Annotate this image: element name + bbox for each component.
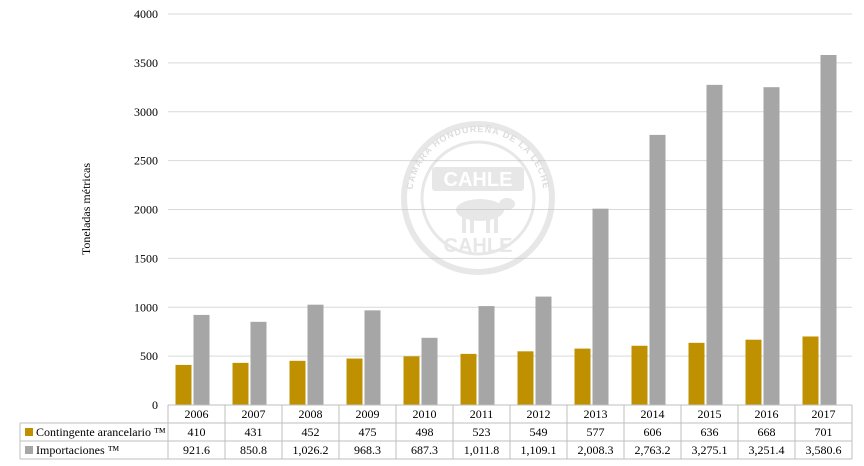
legend-entry: Contingente arancelario ™ bbox=[36, 425, 166, 439]
cow-icon bbox=[456, 198, 515, 233]
y-tick-label: 1500 bbox=[134, 251, 158, 265]
bar-contingente-2016 bbox=[745, 339, 762, 405]
data-label: 3,251.4 bbox=[749, 443, 785, 457]
x-tick-label: 2008 bbox=[299, 407, 323, 421]
bar-contingente-2013 bbox=[574, 348, 591, 405]
bar-contingente-2006 bbox=[175, 364, 192, 405]
data-label: 1,026.2 bbox=[293, 443, 329, 457]
bar-importaciones-2007 bbox=[250, 321, 267, 405]
data-label: 452 bbox=[302, 425, 320, 439]
bar-importaciones-2016 bbox=[763, 87, 780, 405]
bar-contingente-2012 bbox=[517, 351, 534, 405]
y-tick-label: 0 bbox=[152, 398, 158, 412]
watermark-logo-text: CAHLE bbox=[444, 169, 513, 191]
data-label: 2,763.2 bbox=[635, 443, 671, 457]
data-table: 2006 2007 2008 2009 2010 2011 2012 2013 2014 2015… bbox=[19, 404, 853, 460]
data-label: 668 bbox=[758, 425, 776, 439]
bar-contingente-2015 bbox=[688, 342, 705, 405]
y-tick-label: 2000 bbox=[134, 203, 158, 217]
bar-contingente-2008 bbox=[289, 360, 306, 405]
y-tick-label: 1000 bbox=[134, 300, 158, 314]
legend-swatch bbox=[25, 428, 33, 436]
data-label: 687.3 bbox=[411, 443, 438, 457]
bar-importaciones-2012 bbox=[535, 296, 552, 405]
data-label: 577 bbox=[587, 425, 605, 439]
data-label: 410 bbox=[188, 425, 206, 439]
data-label: 701 bbox=[815, 425, 833, 439]
x-tick-label: 2016 bbox=[755, 407, 779, 421]
y-tick-label: 2500 bbox=[134, 154, 158, 168]
data-label: 850.8 bbox=[240, 443, 267, 457]
data-label: 498 bbox=[416, 425, 434, 439]
y-tick-label: 4000 bbox=[134, 7, 158, 21]
bar-contingente-2011 bbox=[460, 353, 477, 405]
x-tick-label: 2017 bbox=[812, 407, 836, 421]
bar-importaciones-2010 bbox=[421, 337, 438, 405]
bar-importaciones-2013 bbox=[592, 208, 609, 405]
data-label: 1,109.1 bbox=[521, 443, 557, 457]
bar-contingente-2014 bbox=[631, 345, 648, 405]
data-label: 431 bbox=[245, 425, 263, 439]
bar-importaciones-2008 bbox=[307, 304, 324, 405]
bar-contingente-2007 bbox=[232, 362, 249, 405]
data-label: 523 bbox=[473, 425, 491, 439]
y-tick-label: 500 bbox=[140, 349, 158, 363]
gridlines bbox=[168, 13, 852, 357]
x-tick-label: 2010 bbox=[413, 407, 437, 421]
x-tick-label: 2015 bbox=[698, 407, 722, 421]
x-tick-label: 2007 bbox=[242, 407, 266, 421]
x-tick-label: 2006 bbox=[185, 407, 209, 421]
y-axis-label: Toneladas métricas bbox=[79, 163, 93, 255]
x-tick-label: 2011 bbox=[470, 407, 494, 421]
watermark-logo: CAMARA HONDUREÑA DE LA LECHE CAHLE CAHLE bbox=[401, 121, 555, 275]
data-label: 921.6 bbox=[183, 443, 210, 457]
bar-contingente-2017 bbox=[802, 336, 819, 405]
bar-contingente-2010 bbox=[403, 356, 420, 405]
y-axis: 0 500 1000 1500 2000 2500 3000 3500 4000 bbox=[134, 7, 158, 412]
x-tick-label: 2012 bbox=[527, 407, 551, 421]
bar-importaciones-2014 bbox=[649, 134, 666, 405]
bar-importaciones-2006 bbox=[193, 314, 210, 405]
data-label: 606 bbox=[644, 425, 662, 439]
legend-swatch bbox=[25, 446, 33, 454]
data-label: 475 bbox=[359, 425, 377, 439]
x-tick-label: 2009 bbox=[356, 407, 380, 421]
data-label: 3,275.1 bbox=[692, 443, 728, 457]
x-tick-label: 2014 bbox=[641, 407, 665, 421]
bar-importaciones-2009 bbox=[364, 310, 381, 405]
data-label: 2,008.3 bbox=[578, 443, 614, 457]
y-tick-label: 3500 bbox=[134, 56, 158, 70]
bar-contingente-2009 bbox=[346, 358, 363, 405]
legend-entry: Importaciones ™ bbox=[36, 443, 120, 457]
bar-importaciones-2015 bbox=[706, 84, 723, 405]
y-tick-label: 3000 bbox=[134, 105, 158, 119]
data-label: 636 bbox=[701, 425, 719, 439]
bar-importaciones-2017 bbox=[820, 54, 837, 406]
data-label: 1,011.8 bbox=[464, 443, 500, 457]
data-label: 3,580.6 bbox=[806, 443, 842, 457]
watermark-bottom-text: CAHLE bbox=[444, 235, 513, 257]
data-label: 968.3 bbox=[354, 443, 381, 457]
x-tick-label: 2013 bbox=[584, 407, 608, 421]
bars bbox=[175, 54, 837, 406]
data-label: 549 bbox=[530, 425, 548, 439]
bar-importaciones-2011 bbox=[478, 306, 495, 405]
